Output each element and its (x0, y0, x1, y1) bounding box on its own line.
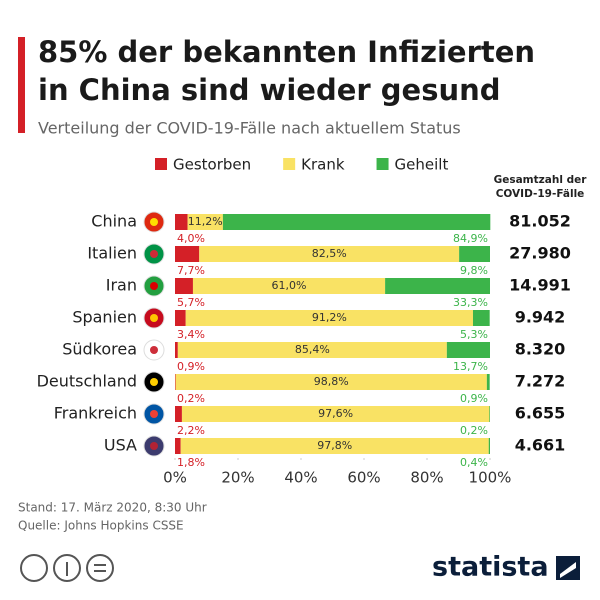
category-label: Spanien (72, 308, 137, 327)
bar-segment (488, 438, 490, 454)
value-label: 97,8% (317, 439, 352, 452)
bar-segment (175, 246, 200, 262)
value-label: 61,0% (272, 279, 307, 292)
value-label: 85,4% (295, 343, 330, 356)
value-label: 84,9% (453, 232, 488, 245)
flag (150, 250, 158, 258)
total-label: 7.272 (515, 372, 566, 391)
value-label: 91,2% (312, 311, 347, 324)
value-label: 1,8% (177, 456, 205, 469)
x-tick-label: 100% (469, 469, 512, 487)
bar-segment (175, 438, 181, 454)
value-label: 4,0% (177, 232, 205, 245)
bar-segment (199, 246, 460, 262)
bar-segment (192, 278, 386, 294)
value-label: 5,7% (177, 296, 205, 309)
flag (150, 218, 158, 226)
category-label: China (91, 212, 137, 231)
value-label: 9,8% (460, 264, 488, 277)
x-tick-label: 20% (221, 469, 254, 487)
value-label: 0,9% (177, 360, 205, 373)
legend-label: Gestorben (173, 156, 251, 174)
bar-segment (446, 342, 490, 358)
total-label: 9.942 (515, 308, 566, 327)
total-label: 8.320 (515, 340, 566, 359)
bar-segment (486, 374, 490, 390)
bar-segment (222, 214, 491, 230)
bar-segment (175, 342, 178, 358)
license-icons (20, 554, 114, 582)
bar-segment (472, 310, 490, 326)
total-label: 14.991 (509, 276, 571, 295)
category-label: USA (104, 436, 137, 455)
bar-segment (177, 342, 447, 358)
legend-swatch (155, 158, 167, 170)
category-label: Deutschland (37, 372, 137, 391)
bar-segment (180, 438, 489, 454)
category-label: Italien (87, 244, 137, 263)
value-label: 97,6% (318, 407, 353, 420)
value-label: 2,2% (177, 424, 205, 437)
bar-segment (385, 278, 490, 294)
value-label: 0,2% (460, 424, 488, 437)
bar-segment (175, 214, 188, 230)
total-label: 81.052 (509, 212, 571, 231)
bar-segment (175, 406, 182, 422)
chart-title: 85% der bekannten Infizierten (38, 35, 535, 69)
footer-date: Stand: 17. März 2020, 8:30 Uhr (18, 501, 207, 515)
flag (150, 346, 158, 354)
legend-swatch (283, 158, 296, 170)
total-label: 27.980 (509, 244, 571, 263)
bar-segment (187, 214, 223, 230)
chart-subtitle: Verteilung der COVID-19-Fälle nach aktue… (38, 119, 461, 138)
total-label: 4.661 (515, 436, 566, 455)
value-label: 11,2% (188, 215, 223, 228)
brand-icon (560, 562, 576, 578)
category-label: Iran (106, 276, 137, 295)
flag (150, 314, 158, 322)
bar-segment (181, 406, 490, 422)
value-label: 82,5% (312, 247, 347, 260)
bar-segment (175, 278, 193, 294)
x-tick-label: 80% (410, 469, 443, 487)
chart-title: in China sind wieder gesund (38, 73, 501, 107)
bar-segment (175, 310, 186, 326)
flag (150, 378, 158, 386)
total-label: 6.655 (515, 404, 566, 423)
x-tick-label: 0% (163, 469, 187, 487)
value-label: 7,7% (177, 264, 205, 277)
category-label: Frankreich (54, 404, 137, 423)
bar-segment (459, 246, 490, 262)
legend-label: Geheilt (395, 156, 449, 174)
brand-logo: statista (432, 552, 549, 583)
legend-swatch (376, 158, 389, 170)
flag (150, 410, 158, 418)
bar-segment (185, 310, 473, 326)
value-label: 0,2% (177, 392, 205, 405)
value-label: 33,3% (453, 296, 488, 309)
value-label: 98,8% (314, 375, 349, 388)
value-label: 0,4% (460, 456, 488, 469)
footer-source: Quelle: Johns Hopkins CSSE (18, 519, 184, 533)
flag (150, 442, 158, 450)
flag (150, 282, 158, 290)
value-label: 0,9% (460, 392, 488, 405)
category-label: Südkorea (62, 340, 137, 359)
value-label: 5,3% (460, 328, 488, 341)
bar-segment (175, 374, 176, 390)
value-label: 13,7% (453, 360, 488, 373)
bar-segment (175, 374, 487, 390)
x-tick-label: 40% (284, 469, 317, 487)
title-accent (18, 37, 25, 133)
bar-segment (489, 406, 490, 422)
totals-header: Gesamtzahl der (494, 174, 588, 186)
legend-label: Krank (301, 156, 345, 174)
totals-header: COVID-19-Fälle (496, 188, 585, 200)
value-label: 3,4% (177, 328, 205, 341)
x-tick-label: 60% (347, 469, 380, 487)
